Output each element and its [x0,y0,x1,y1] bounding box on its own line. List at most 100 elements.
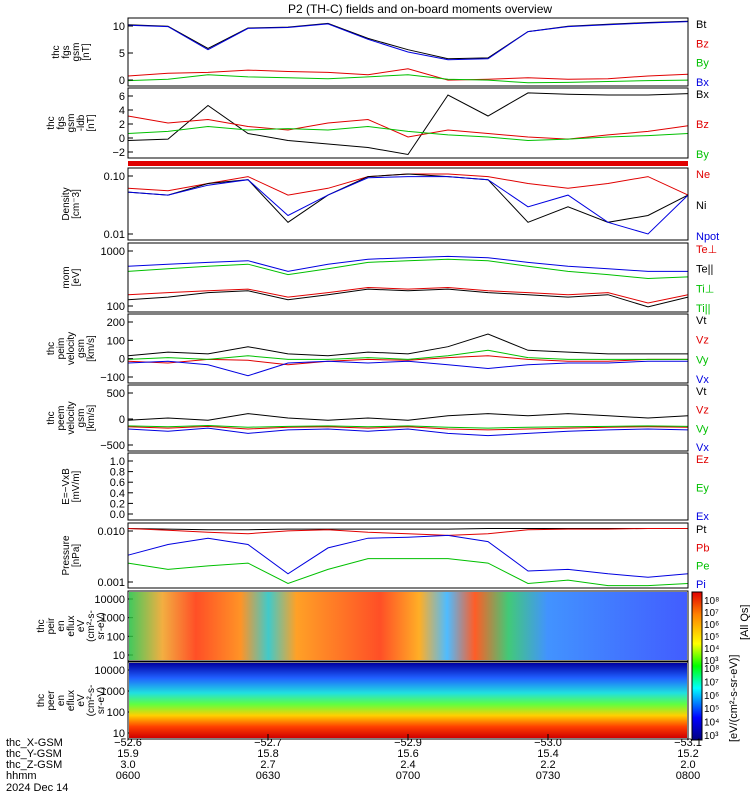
x-axis-value: 2.7 [260,759,275,771]
ylabel-line: gsm [71,43,82,62]
legend-entry: Te⊥ [696,244,717,256]
panel-density: 0.10 0.01 Density [cm⁻3] Ne Ni Npot [61,167,719,243]
panel-peir-eflux: 10000 1000 100 10 thc peir en eflux eV (cm²-s-sr-… [36,590,689,662]
ytick-label: 100 [107,301,125,313]
legend-entry: Vx [696,374,709,386]
colorbar-tick-top: 10⁴ [704,644,719,655]
ytick-label: 1.0 [110,456,125,468]
ylabel-line: mom [61,266,72,288]
ytick-label: 0 [119,354,125,366]
x-axis-value: 2.4 [400,759,415,771]
figure-title: P2 (TH-C) fields and on-board moments ov… [288,2,552,16]
panel-peer-eflux: 10000 1000 100 10 thc peer en eflux eV (cm²-s-sr-… [36,661,689,740]
ylabel-line: en [56,620,67,631]
legend-entry: Bx [696,89,709,101]
legend-entry: Pb [696,542,709,554]
ytick-label: 100 [107,335,125,347]
legend-entry: Vt [696,315,706,327]
ytick-label: 6 [119,91,125,103]
series-line-fgs-gsm-ldb-2 [127,125,689,142]
ylabel-line: peim [56,338,67,360]
legend-entry: Vz [696,335,709,347]
x-axis-value: −53.1 [674,737,702,749]
ylabel-line: [km/s] [86,404,97,431]
series-line-peem-velocity-1 [127,425,689,431]
x-axis-value: 2.2 [540,759,555,771]
series-line-pressure-3 [127,534,689,578]
panel-fgs-gsm: 10 5 0 thc fgs gsm [nT] Bt Bz By Bx [51,17,709,89]
ytick-label: 1000 [101,613,125,625]
ytick-label: 0.4 [110,488,125,500]
ylabel-line: gsm [76,339,87,358]
ytick-label: 500 [107,388,125,400]
panel-temperature: 1000 100 mom [eV] Te⊥ Te|| Ti⊥ Ti|| [61,242,717,315]
legend-entry: By [696,149,709,161]
ytick-label: 100 [107,707,125,719]
ytick-label: 10000 [94,665,125,677]
ylabel-line: Density [61,187,72,220]
ytick-label: 1000 [101,246,125,258]
ylabel-line: [cm⁻3] [71,189,82,219]
colorbar-tick-bottom: 10⁸ [704,664,719,675]
series-line-fgs-gsm-2 [127,74,689,84]
x-axis-value: 15.4 [537,748,558,760]
ylabel-line: velocity [66,332,77,365]
ytick-label: 10 [113,650,125,662]
panel-frame [127,17,689,87]
ylabel-line: eflux [66,690,77,711]
ylabel-line: eV [76,694,87,707]
colorbar-tick-bottom: 10³ [704,731,719,742]
ylabel-line: thc [36,694,47,707]
series-line-fgs-gsm-0 [127,20,689,60]
colorbar-label: [eV/(cm²-s-sr-eV)] [728,655,740,742]
series-line-fgs-gsm-1 [127,68,689,81]
ylabel-line: fgs [61,45,72,58]
x-axis-row-label: thc_Y-GSM [6,748,62,760]
legend-entry: Pi [696,579,706,591]
ylabel-line: sr-eV) [96,687,107,714]
ylabel-line: thc [46,411,57,424]
series-line-peem-velocity-0 [127,413,689,421]
panel-frame [127,384,689,452]
ytick-label: 10000 [94,594,125,606]
ion-spectrogram [129,592,687,660]
ytick-label: −2 [112,147,125,159]
x-axis-value: 15.8 [257,748,278,760]
x-axis-value: −52.7 [254,737,282,749]
ytick-label: 0 [119,75,125,87]
legend-entry: Npot [696,231,719,243]
series-line-fgs-gsm-ldb-0 [127,92,689,156]
ylabel-line: thc [46,116,57,129]
panel-fgs-gsm-ldb: 6 4 2 0 −2 thc fgs gsm -ldb [nT] Bx Bz By [46,87,709,161]
ylabel-line: Pressure [61,535,72,575]
legend-entry: Vt [696,386,706,398]
ytick-label: 0.0 [110,509,125,521]
x-axis-row-label: hhmm [6,770,37,782]
panel-frame [127,452,689,521]
legend-entry: Vx [696,442,709,454]
legend-entry: Bx [696,77,709,89]
ytick-label: 0.8 [110,467,125,479]
series-line-pressure-0 [127,528,688,531]
ytick-label: 4 [119,105,125,117]
series-line-pressure-2 [127,558,689,587]
ylabel-line: en [56,695,67,706]
x-axis-value: 0800 [676,770,700,782]
ytick-label: −100 [100,372,125,384]
ylabel-line: [mV/m] [71,470,82,502]
ylabel-line: sr-eV) [96,612,107,639]
series-line-fgs-gsm-ldb-1 [127,115,689,140]
legend-entry: Vz [696,405,709,417]
ytick-label: 0.001 [97,577,125,589]
ytick-label: 100 [107,631,125,643]
colorbar-label-extra: [All Qs] [739,605,750,640]
panel-peem-velocity: 500 0 −500 thc peem velocity gsm [km/s] Vt Vz Vy Vx [46,384,709,454]
legend-entry: Bz [696,119,709,131]
series-line-temperature-0 [127,286,689,304]
ylabel-line: peem [56,405,67,430]
legend-entry: Ti⊥ [696,283,714,295]
panel-frame [127,242,689,313]
panel-frame [127,590,689,662]
ytick-label: 1000 [101,686,125,698]
